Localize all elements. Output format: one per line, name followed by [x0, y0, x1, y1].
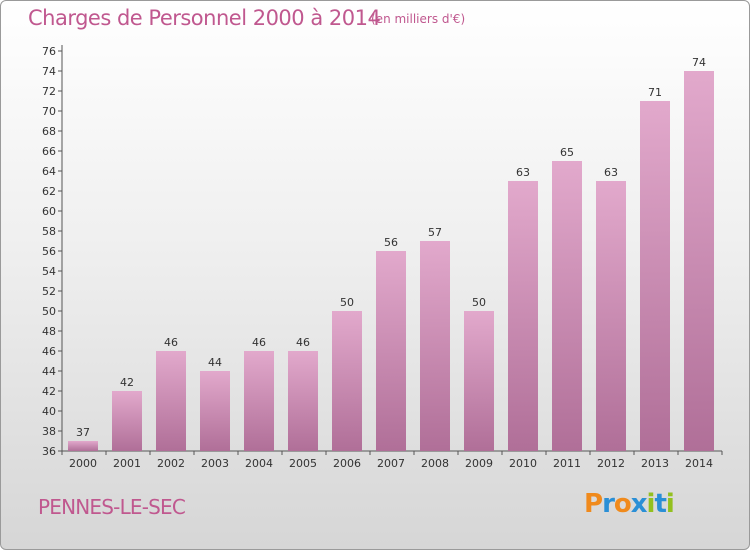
bar-value-label: 63: [516, 166, 530, 179]
logo-letter: i: [646, 489, 656, 519]
bar-value-label: 46: [296, 336, 310, 349]
y-tick-label: 36: [42, 445, 56, 458]
x-tick-label: 2006: [333, 457, 361, 470]
y-tick-label: 68: [42, 125, 56, 138]
bar: [508, 181, 538, 451]
chart-title: Charges de Personnel 2000 à 2014: [28, 6, 381, 30]
y-tick-label: 76: [42, 45, 56, 58]
bar: [68, 441, 98, 451]
bar-value-label: 56: [384, 236, 398, 249]
bar-value-label: 71: [648, 86, 662, 99]
bar: [640, 101, 670, 451]
proxiti-logo: Proxiti: [584, 489, 675, 519]
x-tick-label: 2012: [597, 457, 625, 470]
y-tick-label: 62: [42, 185, 56, 198]
y-tick-label: 72: [42, 85, 56, 98]
y-tick-label: 74: [42, 65, 56, 78]
y-tick-label: 44: [42, 365, 56, 378]
y-tick-label: 50: [42, 305, 56, 318]
bar-value-label: 42: [120, 376, 134, 389]
bar-value-label: 57: [428, 226, 442, 239]
x-tick-label: 2002: [157, 457, 185, 470]
y-tick-label: 42: [42, 385, 56, 398]
bar: [464, 311, 494, 451]
bar-value-label: 46: [164, 336, 178, 349]
bar: [376, 251, 406, 451]
x-tick-label: 2010: [509, 457, 537, 470]
x-tick-label: 2011: [553, 457, 581, 470]
bar: [596, 181, 626, 451]
y-tick-label: 64: [42, 165, 56, 178]
bar-value-label: 44: [208, 356, 222, 369]
bar: [200, 371, 230, 451]
bar-value-label: 37: [76, 426, 90, 439]
y-tick-label: 56: [42, 245, 56, 258]
logo-letter: t: [654, 489, 666, 519]
bar: [552, 161, 582, 451]
x-tick-label: 2005: [289, 457, 317, 470]
chart-subtitle: (en milliers d'€): [371, 12, 466, 26]
bar: [420, 241, 450, 451]
bar: [112, 391, 142, 451]
bar: [244, 351, 274, 451]
logo-letter: r: [602, 489, 615, 519]
bar: [332, 311, 362, 451]
x-tick-label: 2013: [641, 457, 669, 470]
y-tick-label: 40: [42, 405, 56, 418]
bar-value-label: 50: [472, 296, 486, 309]
bar-value-label: 63: [604, 166, 618, 179]
bar-value-label: 46: [252, 336, 266, 349]
y-tick-label: 52: [42, 285, 56, 298]
bar: [156, 351, 186, 451]
x-tick-label: 2001: [113, 457, 141, 470]
logo-letter: o: [613, 489, 632, 519]
x-tick-label: 2004: [245, 457, 273, 470]
bar-value-label: 65: [560, 146, 574, 159]
x-tick-label: 2007: [377, 457, 405, 470]
x-tick-label: 2003: [201, 457, 229, 470]
x-tick-label: 2008: [421, 457, 449, 470]
bar: [684, 71, 714, 451]
bar-value-label: 50: [340, 296, 354, 309]
x-tick-label: 2014: [685, 457, 713, 470]
y-tick-label: 48: [42, 325, 56, 338]
y-tick-label: 54: [42, 265, 56, 278]
y-tick-label: 66: [42, 145, 56, 158]
logo-letter: i: [665, 489, 675, 519]
logo-letter: x: [630, 489, 648, 519]
y-tick-label: 38: [42, 425, 56, 438]
logo-letter: P: [584, 489, 603, 519]
bar-value-label: 74: [692, 56, 706, 69]
y-tick-label: 58: [42, 225, 56, 238]
y-tick-label: 46: [42, 345, 56, 358]
city-name: PENNES-LE-SEC: [38, 495, 186, 519]
y-tick-label: 70: [42, 105, 56, 118]
x-tick-label: 2009: [465, 457, 493, 470]
bar: [288, 351, 318, 451]
y-tick-label: 60: [42, 205, 56, 218]
x-tick-label: 2000: [69, 457, 97, 470]
